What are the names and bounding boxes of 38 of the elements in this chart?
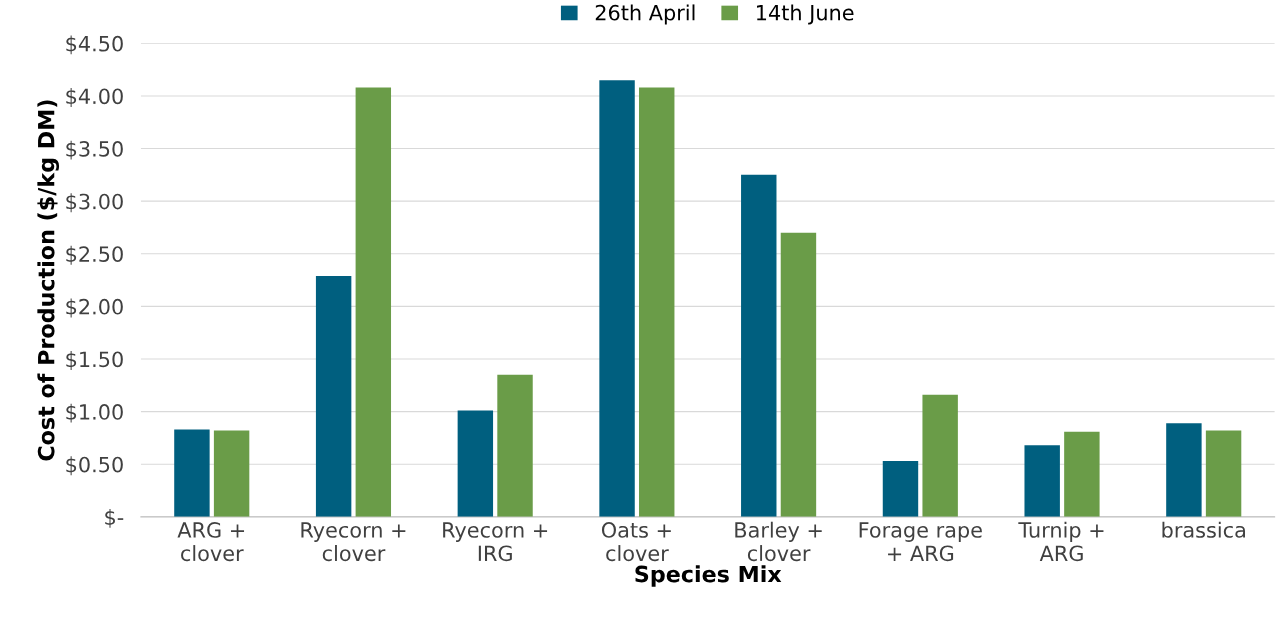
bar [780,232,817,517]
legend-label: 26th April [595,4,695,25]
x-tick-label: Barley + clover [735,521,822,562]
x-tick-label: Ryecorn + IRG [443,522,548,562]
y-tick-label: $1.00 [66,403,123,423]
y-tick-label: $3.50 [66,140,123,160]
x-tick-label: Turnip + ARG [1018,521,1104,562]
y-tick-label: $2.50 [66,245,123,265]
legend-label: 14th June [757,4,854,25]
bar [497,374,533,517]
bar [457,410,494,517]
y-tick-label: $4.50 [66,35,123,55]
bar [213,430,250,517]
bar [1205,430,1242,517]
y-tick-label: $2.00 [66,298,123,318]
y-tick-label: $1.50 [66,351,123,370]
bar [355,87,392,517]
y-axis-title: Cost of Production ($/kg DM) [37,100,60,461]
bar [1064,431,1100,517]
y-tick-label: $- [105,508,124,528]
bar [882,461,919,517]
bar [639,87,675,517]
bar [922,394,958,517]
x-tick-label: brassica [1162,521,1245,538]
bar [315,275,352,517]
bar [1166,423,1202,517]
x-tick-label: ARG + clover [177,522,245,562]
y-tick-label: $4.00 [66,88,123,107]
bar [1024,445,1060,517]
x-tick-label: Forage rape + ARG [859,522,982,562]
x-tick-label: Oats + clover [601,522,671,562]
bar [741,174,777,517]
y-tick-label: $3.00 [66,193,123,213]
bar [599,80,635,517]
x-axis-title: Species Mix [635,565,782,587]
y-tick-label: $0.50 [66,456,123,476]
bar [174,429,210,517]
x-tick-label: Ryecorn + clover [301,522,406,562]
